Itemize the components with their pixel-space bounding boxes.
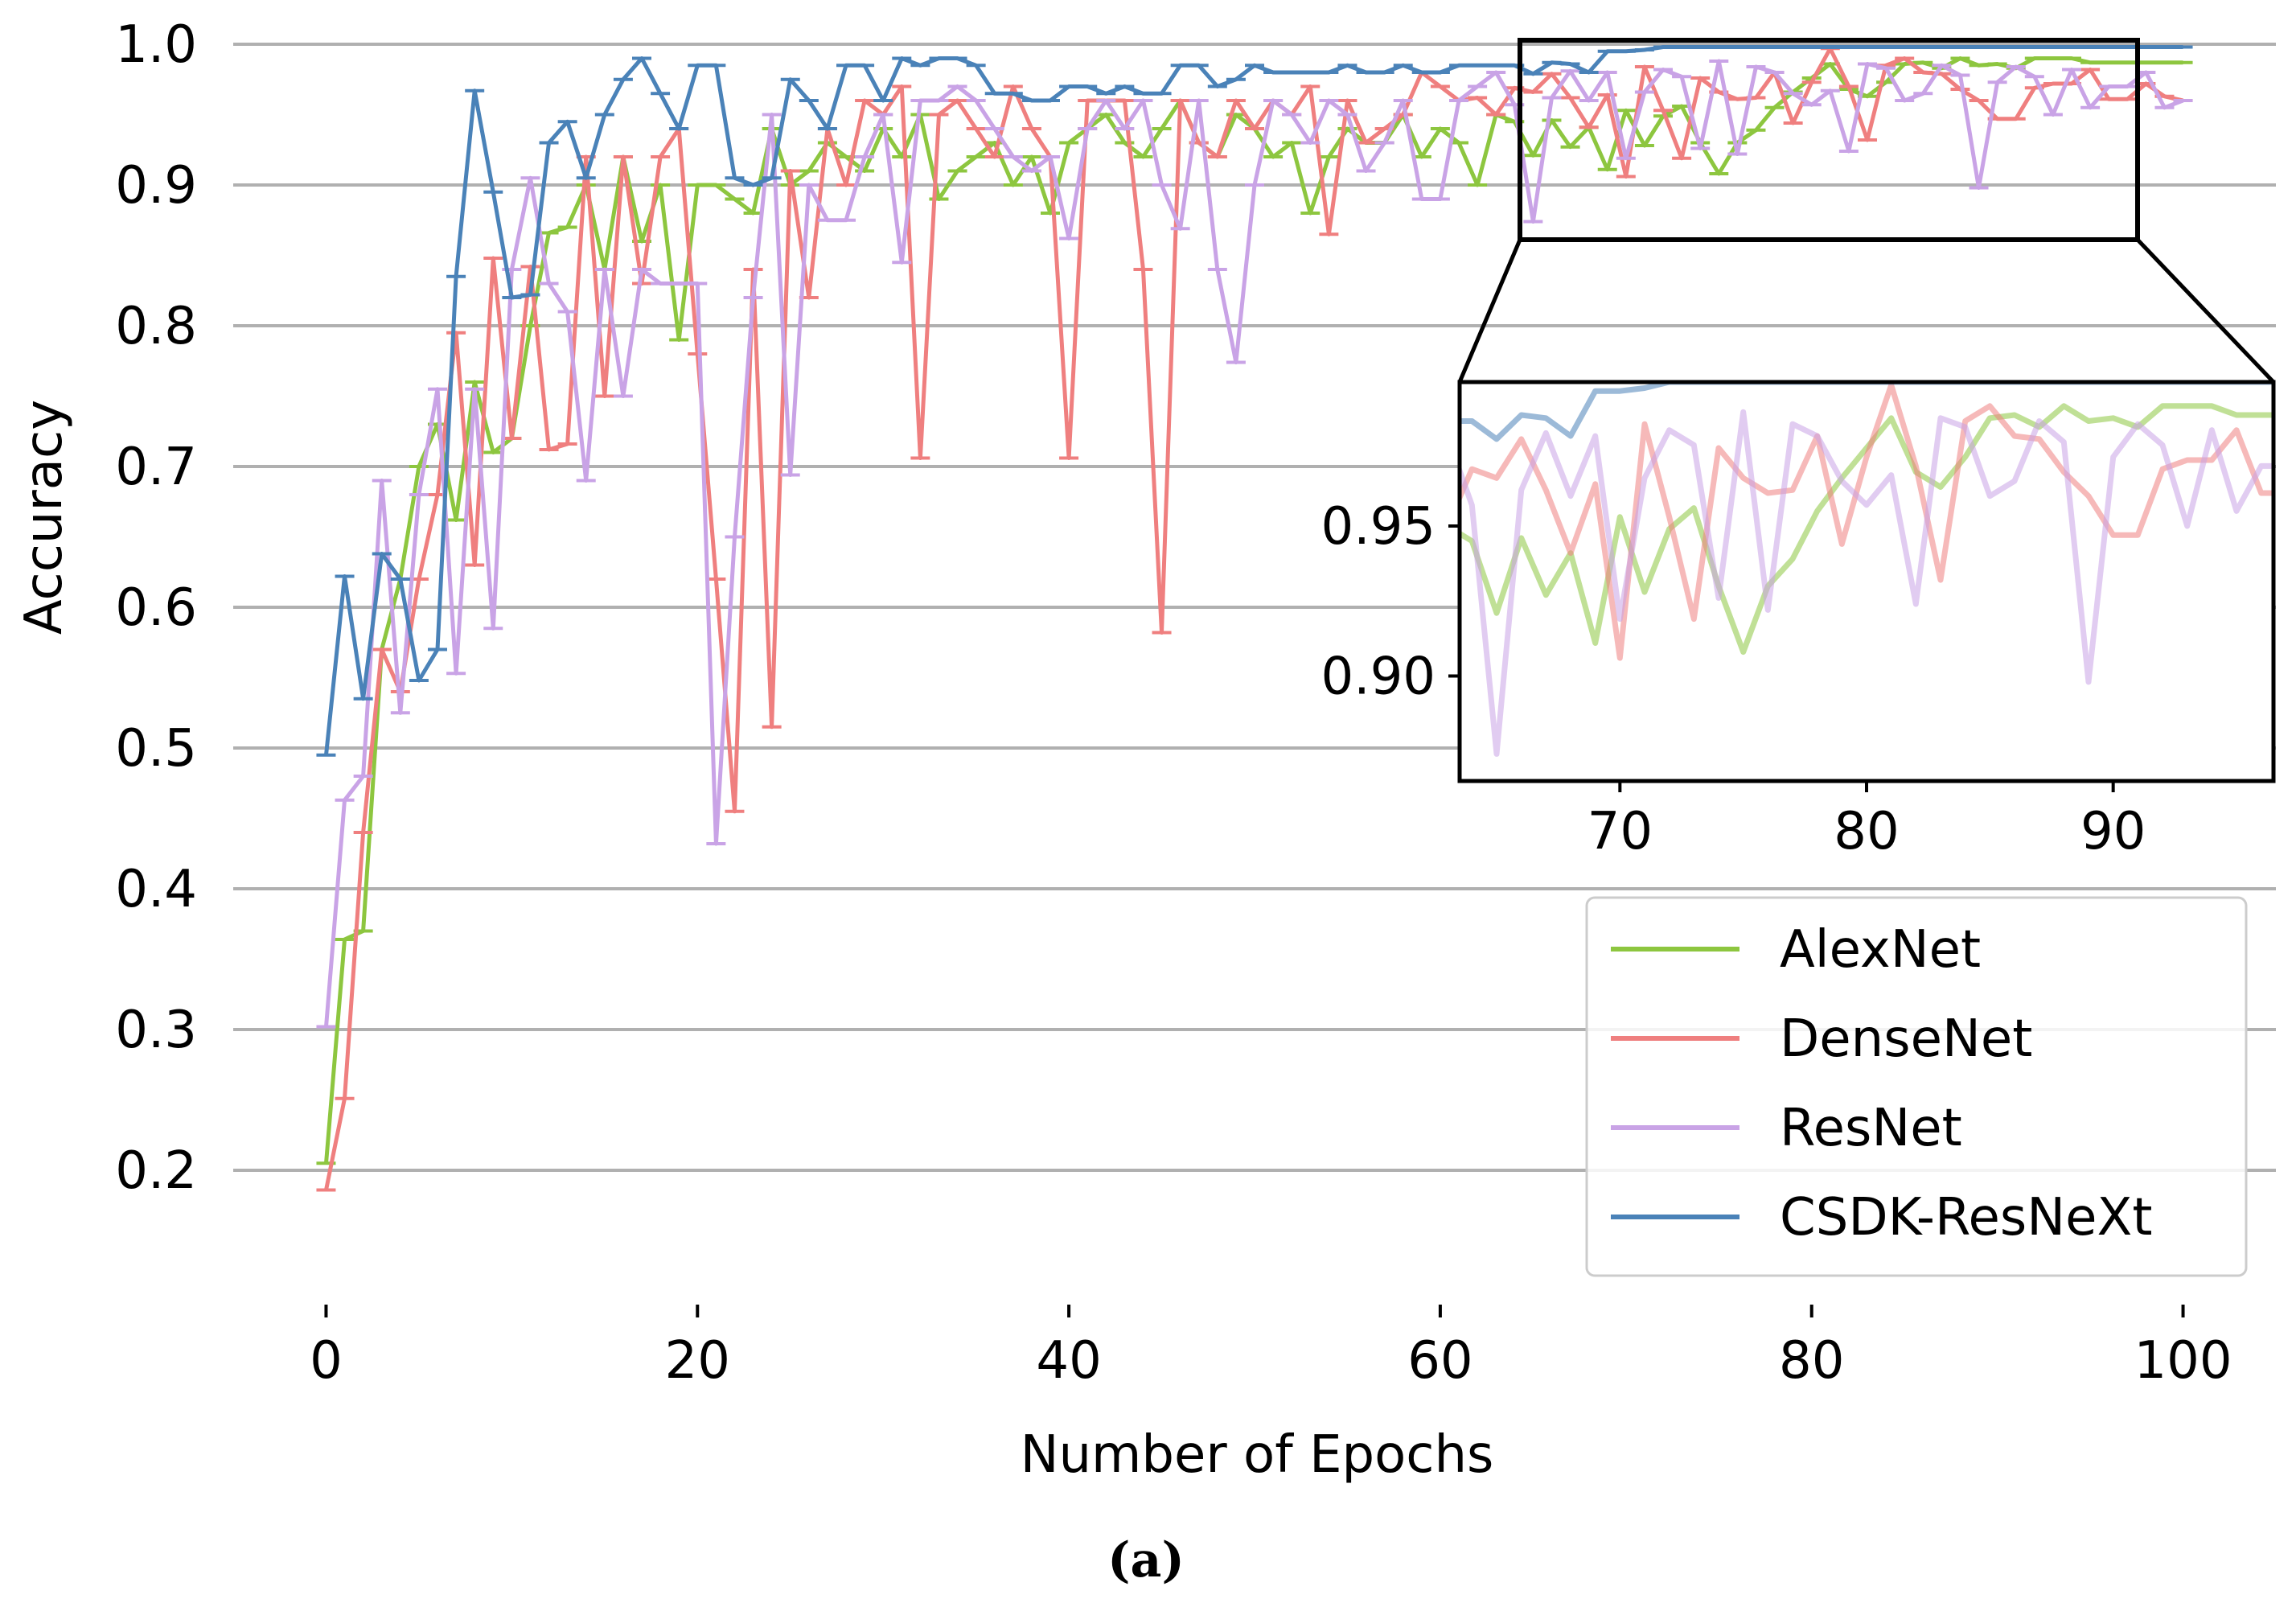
x-tick-label: 20	[665, 1331, 730, 1391]
x-axis-ticks: 0 20 40 60 80 100	[310, 1305, 2232, 1391]
inset-x-tick-label: 70	[1587, 802, 1653, 861]
y-tick-label: 0.7	[115, 438, 197, 497]
x-tick-label: 100	[2134, 1331, 2232, 1391]
legend: AlexNet DenseNet ResNet CSDK-ResNeXt	[1585, 896, 2248, 1277]
series-densenet	[316, 46, 2193, 1192]
y-tick-label: 0.8	[115, 297, 197, 356]
inset-x-tick-label: 80	[1834, 802, 1899, 861]
inset-series-line-densenet	[1460, 382, 2273, 661]
y-axis-ticks: 0.2 0.3 0.4 0.5 0.6 0.7 0.8 0.9 1.0	[115, 15, 197, 1201]
x-tick-label: 60	[1407, 1331, 1472, 1391]
zoom-connector-right	[2136, 238, 2275, 384]
inset-x-tick-label: 90	[2080, 802, 2146, 861]
inset-background	[1460, 382, 2273, 781]
y-axis-title: Accuracy	[14, 400, 74, 635]
inset-y-tick-label: 0.90	[1321, 647, 1436, 706]
y-tick-label: 0.2	[115, 1141, 197, 1201]
legend-label-csdk-resnext: CSDK-ResNeXt	[1780, 1188, 2152, 1247]
inset-plot-area	[1460, 382, 2273, 757]
x-tick-label: 80	[1779, 1331, 1844, 1391]
x-axis-title: Number of Epochs	[1021, 1425, 1494, 1485]
y-tick-label: 0.5	[115, 719, 197, 779]
inset-series-line-alexnet	[1460, 403, 2273, 656]
legend-label-alexnet: AlexNet	[1780, 920, 1981, 980]
series-resnet	[316, 59, 2193, 1029]
y-tick-label: 0.4	[115, 860, 197, 919]
zoom-connector-left	[1457, 239, 1522, 383]
legend-label-densenet: DenseNet	[1780, 1009, 2032, 1069]
legend-frame	[1585, 896, 2248, 1277]
y-tick-label: 0.9	[115, 156, 197, 216]
inset-series-line-csdk-resnext	[1460, 382, 2273, 442]
inset-series-line-resnet	[1460, 409, 2273, 757]
inset-y-axis-ticks: 0.90 0.95	[1321, 497, 1460, 706]
y-tick-label: 0.6	[115, 578, 197, 638]
main-plot-area	[316, 45, 2193, 1192]
inset-x-axis-ticks: 70 80 90	[1587, 781, 2146, 861]
inset-y-tick-label: 0.95	[1321, 497, 1436, 557]
x-tick-label: 40	[1036, 1331, 1101, 1391]
legend-label-resnet: ResNet	[1780, 1099, 1962, 1158]
x-tick-label: 0	[310, 1331, 343, 1391]
zoom-indicator-box	[1518, 38, 2140, 242]
y-tick-label: 0.3	[115, 1001, 197, 1060]
y-tick-label: 1.0	[115, 15, 197, 75]
series-csdk-resnext	[316, 45, 2193, 757]
figure-caption: (a)	[1107, 1532, 1185, 1589]
